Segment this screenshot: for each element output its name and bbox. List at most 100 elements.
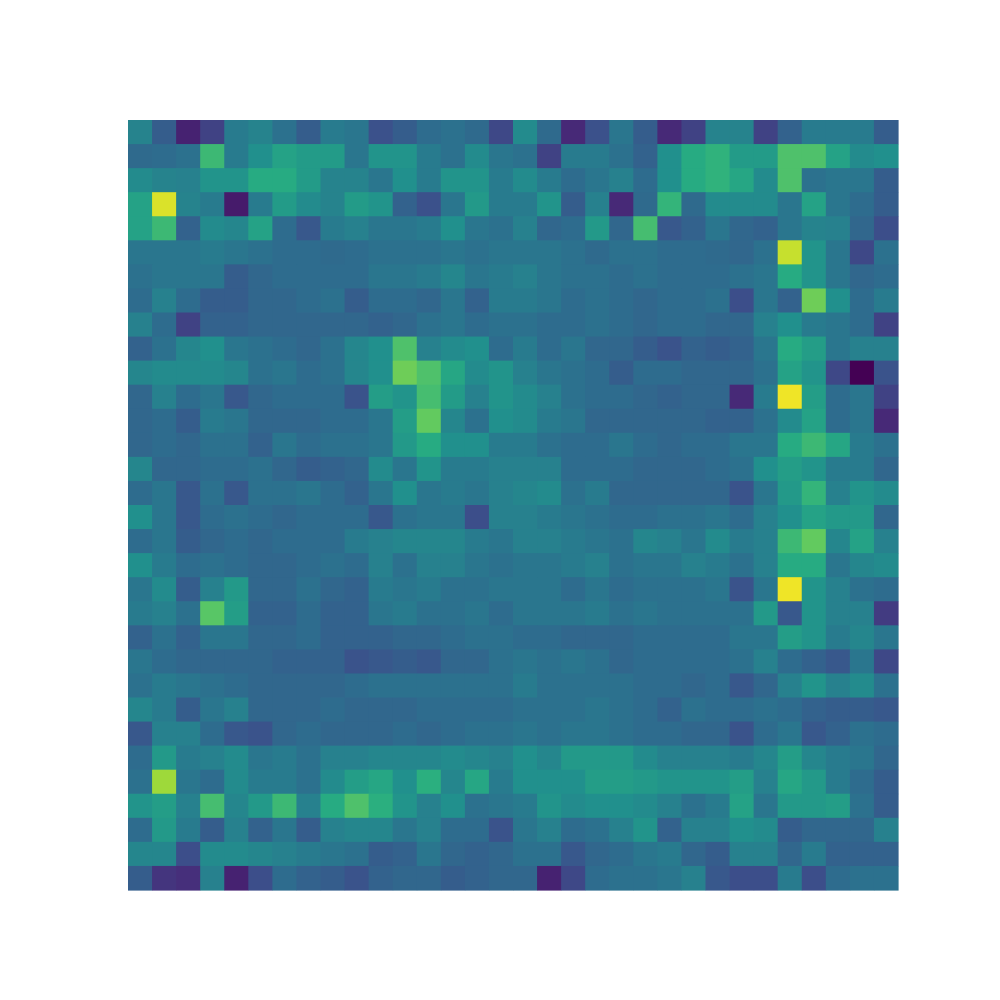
heatmap-cell [849,793,875,819]
heatmap-cell [200,817,225,843]
heatmap-cell [488,721,514,747]
heatmap-cell [561,817,586,843]
heatmap-cell [753,817,779,843]
heatmap-cell [753,360,779,386]
heatmap-cell [849,841,875,867]
heatmap-cell [657,192,683,217]
heatmap-cell [849,264,875,290]
heatmap-cell [729,384,755,410]
heatmap-cell [272,336,298,362]
heatmap-cell [609,144,634,169]
heatmap-cell [416,384,442,410]
heatmap-cell [368,817,394,843]
heatmap-cell [248,144,273,169]
heatmap-cell [633,384,658,410]
heatmap-cell [248,432,273,458]
heatmap-cell [513,817,538,843]
heatmap-cell [296,144,322,169]
heatmap-cell [753,264,779,290]
heatmap-cell [873,312,899,338]
heatmap-cell [152,865,177,891]
heatmap-cell [513,553,538,578]
heatmap-cell [248,336,273,362]
heatmap-cell [777,480,803,506]
heatmap-cell [633,312,658,338]
heatmap-cell [657,456,683,482]
heatmap-cell [296,721,322,747]
heatmap-cell [488,384,514,410]
heatmap-cell [296,769,322,795]
heatmap-cell [464,264,490,290]
heatmap-cell [561,240,586,265]
heatmap-cell [152,192,177,217]
heatmap-cell [681,577,707,602]
heatmap-cell [849,769,875,795]
heatmap-cell [176,865,201,891]
heatmap-cell [825,769,851,795]
heatmap-cell [585,865,610,891]
heatmap-cell [200,601,225,626]
heatmap-cell [272,865,298,891]
heatmap-cell [320,649,346,675]
heatmap-cell [825,625,851,650]
heatmap-cell [392,456,418,482]
heatmap-cell [753,625,779,650]
heatmap-cell [633,456,658,482]
heatmap-cell [440,769,466,795]
heatmap-cell [657,577,683,602]
heatmap-cell [128,625,153,650]
heatmap-cell [488,192,514,217]
heatmap-cell [729,168,755,193]
heatmap-cell [248,360,273,386]
heatmap-cell [609,865,634,891]
heatmap-cell [657,144,683,169]
heatmap-cell [488,505,514,530]
heatmap-cell [753,480,779,506]
heatmap-cell [224,601,249,626]
heatmap-cell [416,553,442,578]
heatmap-cell [537,745,562,771]
heatmap-cell [320,673,346,699]
heatmap-cell [152,456,177,482]
heatmap-cell [200,841,225,867]
heatmap-cell [368,360,394,386]
heatmap-cell [585,264,610,290]
heatmap-cell [416,288,442,314]
heatmap-cell [272,793,298,819]
heatmap-cell [488,841,514,867]
heatmap-cell [320,505,346,530]
heatmap-cell [248,601,273,626]
heatmap-cell [681,841,707,867]
heatmap-cell [440,240,466,265]
heatmap-cell [657,673,683,699]
heatmap-cell [224,336,249,362]
heatmap-cell [777,336,803,362]
heatmap-cell [440,865,466,891]
heatmap-cell [513,336,538,362]
heatmap-cell [657,505,683,530]
heatmap-cell [873,360,899,386]
heatmap-cell [753,384,779,410]
heatmap-cell [440,384,466,410]
heatmap-cell [609,817,634,843]
heatmap-cell [248,625,273,650]
heatmap-cell [440,673,466,699]
heatmap-cell [392,841,418,867]
heatmap-cell [344,625,370,650]
heatmap-cell [537,649,562,675]
heatmap-cell [416,480,442,506]
heatmap-cell [873,745,899,771]
heatmap-cell [729,216,755,241]
heatmap-cell [296,649,322,675]
heatmap-cell [681,793,707,819]
heatmap-cell [392,288,418,314]
heatmap-cell [633,553,658,578]
heatmap-cell [729,360,755,386]
heatmap-cell [585,216,610,241]
heatmap-cell [609,553,634,578]
heatmap-cell [537,408,562,434]
heatmap-cell [464,865,490,891]
heatmap-cell [344,529,370,554]
heatmap-cell [344,192,370,217]
heatmap-cell [440,793,466,819]
